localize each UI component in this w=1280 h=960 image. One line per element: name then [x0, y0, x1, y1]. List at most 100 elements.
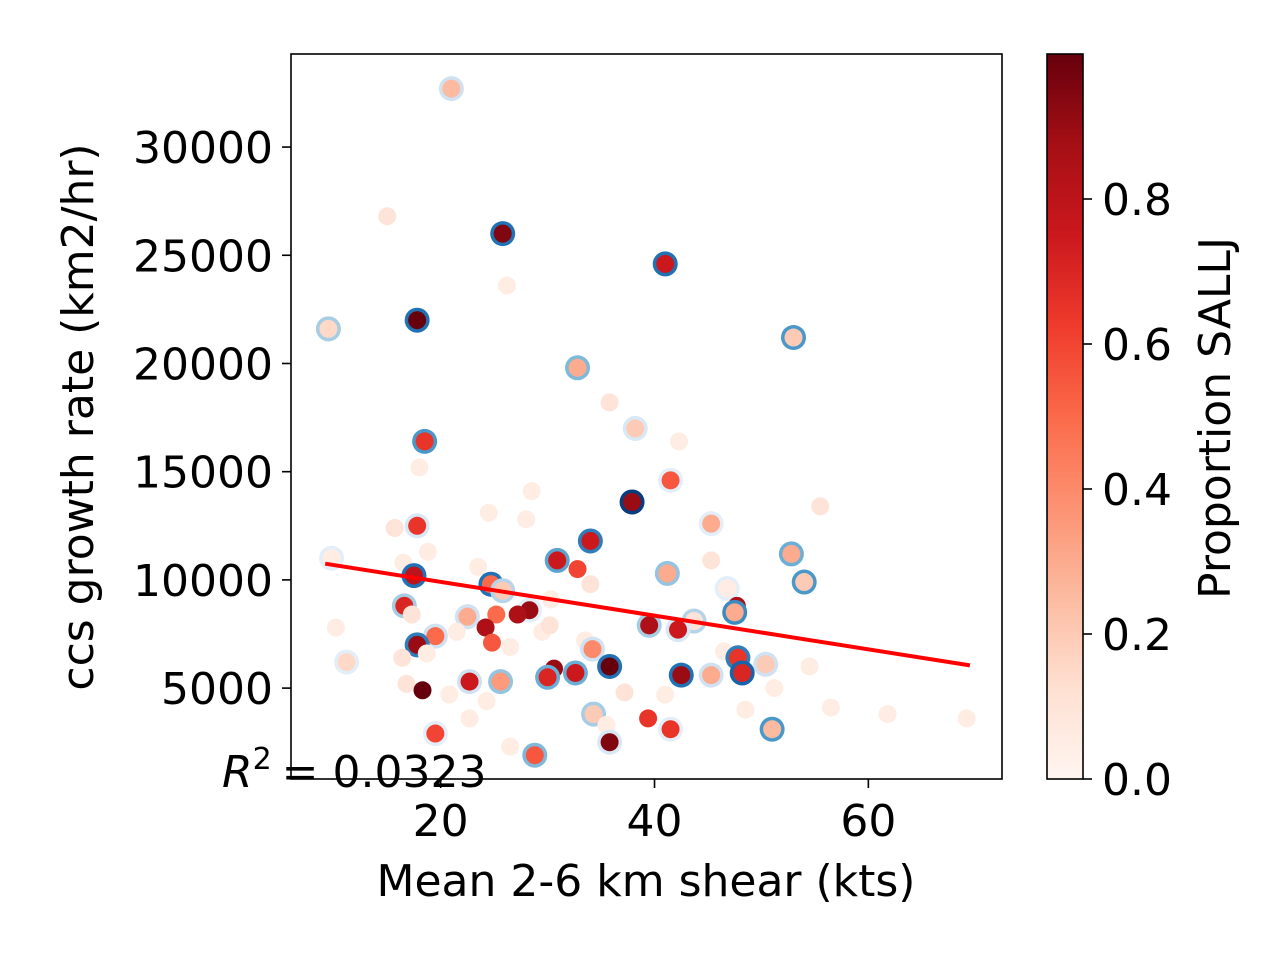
data-point: [417, 644, 436, 663]
regression-line: [324, 561, 971, 668]
data-point: [878, 705, 897, 724]
data-point: [326, 618, 345, 637]
colorbar-tick-label: 0.8: [1102, 175, 1172, 226]
x-axis-ticks: 20 40 60: [413, 779, 896, 847]
data-point: [477, 692, 496, 711]
colorbar: 0.0 0.2 0.4 0.6 0.8 Proportion SALLJ: [1046, 53, 1241, 806]
y-tick-label: 5000: [161, 664, 273, 715]
data-point: [600, 393, 619, 412]
colorbar-tick-label: 0.4: [1102, 465, 1172, 516]
y-axis-ticks: 5000 10000 15000 20000 25000 30000: [133, 123, 291, 715]
data-point: [491, 672, 510, 691]
data-points: [315, 76, 976, 768]
data-point: [672, 666, 691, 685]
data-point: [410, 458, 429, 477]
data-point: [418, 542, 437, 561]
data-point: [661, 471, 680, 490]
data-point: [670, 432, 689, 451]
data-point: [821, 698, 840, 717]
data-point: [442, 79, 461, 98]
data-point: [784, 328, 803, 347]
data-point: [408, 311, 427, 330]
colorbar-label: Proportion SALLJ: [1190, 237, 1241, 599]
data-point: [517, 510, 536, 529]
colorbar-tick-label: 0.6: [1102, 320, 1172, 371]
data-point: [415, 432, 434, 451]
data-point: [397, 674, 416, 693]
y-tick-label: 15000: [133, 448, 273, 499]
data-point: [957, 709, 976, 728]
colorbar-tick-label: 0.2: [1102, 610, 1172, 661]
data-point: [479, 503, 498, 522]
data-point: [581, 531, 600, 550]
data-point: [581, 575, 600, 594]
data-point: [600, 733, 619, 752]
x-tick-label: 20: [413, 796, 469, 847]
data-point: [658, 564, 677, 583]
y-tick-label: 25000: [133, 231, 273, 282]
data-point: [811, 497, 830, 516]
data-point: [337, 653, 356, 672]
data-point: [615, 683, 634, 702]
x-tick-label: 60: [840, 796, 896, 847]
y-tick-label: 30000: [133, 123, 273, 174]
data-point: [540, 616, 559, 635]
data-point: [583, 640, 602, 659]
data-point: [640, 616, 659, 635]
data-point: [525, 746, 544, 765]
data-point: [460, 672, 479, 691]
x-axis-label: Mean 2-6 km shear (kts): [377, 856, 916, 907]
data-point: [393, 648, 412, 667]
data-point: [476, 618, 495, 637]
colorbar-ticks: 0.0 0.2 0.4 0.6 0.8: [1083, 175, 1172, 806]
data-point: [656, 254, 675, 273]
data-point: [661, 720, 680, 739]
data-point: [460, 709, 479, 728]
r-squared-symbol: R: [222, 747, 253, 798]
x-tick-label: 40: [627, 796, 683, 847]
data-point: [402, 605, 421, 624]
r-squared-annotation: R2 = 0.0323: [222, 742, 486, 798]
r-squared-superscript: 2: [253, 742, 272, 777]
data-point: [763, 720, 782, 739]
data-point: [385, 518, 404, 537]
data-point: [626, 419, 645, 438]
data-point: [566, 663, 585, 682]
data-point: [493, 224, 512, 243]
data-point: [718, 579, 737, 598]
data-point: [795, 573, 814, 592]
data-point: [800, 657, 819, 676]
data-point: [639, 709, 658, 728]
data-point: [765, 679, 784, 698]
data-point: [584, 705, 603, 724]
data-point: [501, 737, 520, 756]
data-point: [378, 207, 397, 226]
data-point: [669, 620, 688, 639]
plot-frame: [290, 53, 1003, 780]
data-point: [782, 544, 801, 563]
data-point: [426, 724, 445, 743]
data-point: [458, 607, 477, 626]
data-point: [725, 603, 744, 622]
data-point: [568, 560, 587, 579]
colorbar-tick-label: 0.0: [1102, 755, 1172, 806]
data-point: [508, 605, 527, 624]
data-point: [702, 514, 721, 533]
y-axis-label: ccs growth rate (km2/hr): [53, 143, 104, 690]
data-point: [733, 663, 752, 682]
data-point: [487, 605, 506, 624]
data-point: [597, 715, 616, 734]
r-squared-value: = 0.0323: [282, 747, 487, 798]
data-point: [440, 685, 459, 704]
y-tick-label: 20000: [133, 339, 273, 390]
data-point: [319, 319, 338, 338]
colorbar-gradient: [1046, 53, 1084, 780]
data-point: [702, 551, 721, 570]
data-point: [736, 700, 755, 719]
data-point: [413, 681, 432, 700]
data-point: [600, 657, 619, 676]
data-point: [408, 516, 427, 535]
fit-line-group: [324, 561, 971, 668]
data-point: [483, 633, 502, 652]
